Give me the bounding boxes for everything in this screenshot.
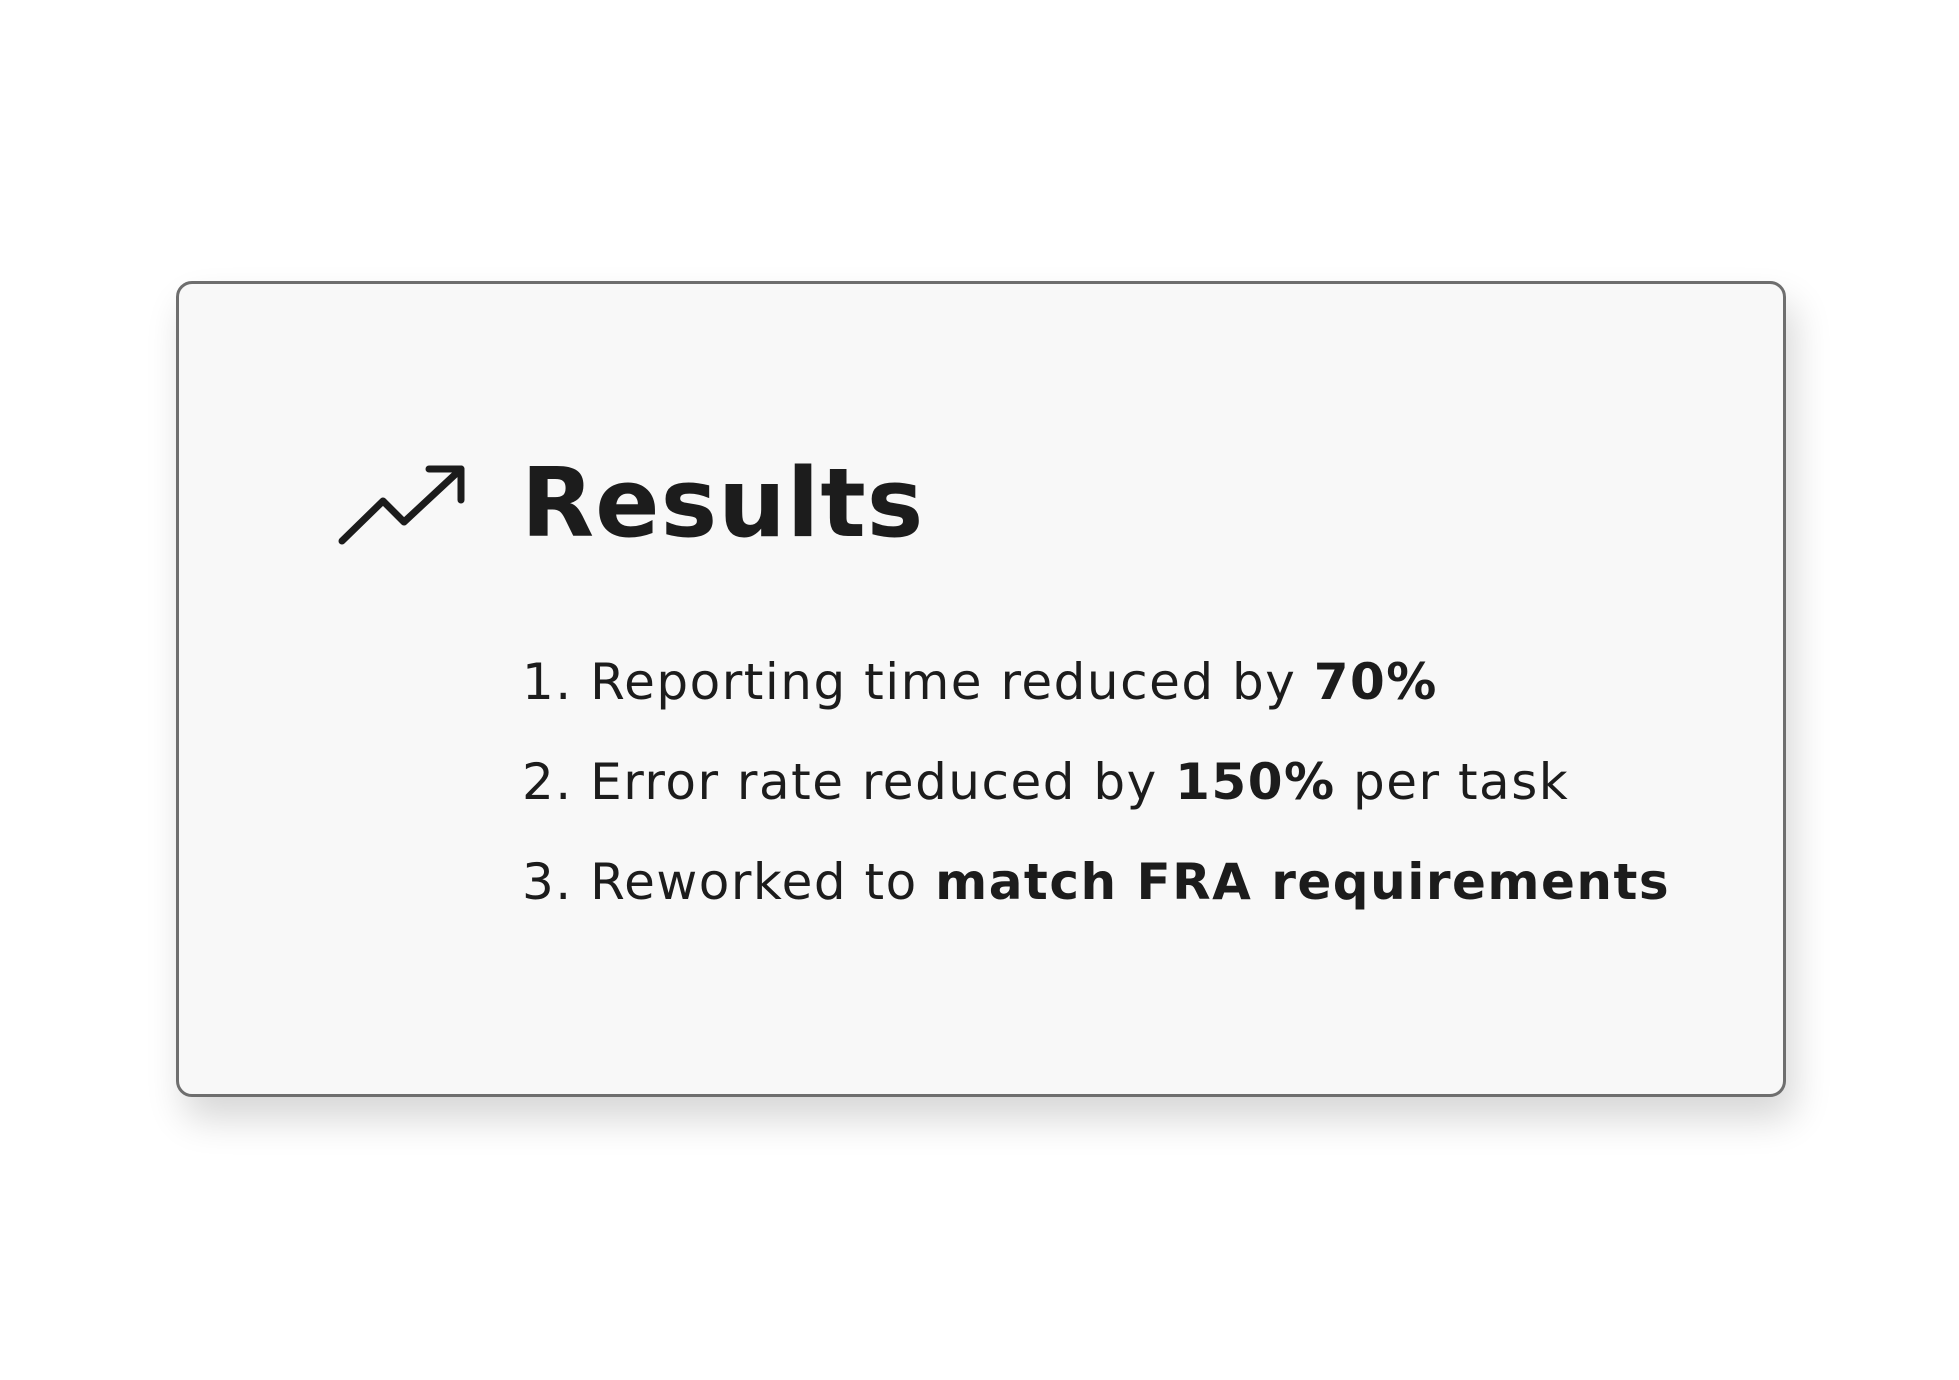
- list-item-number: 2.: [522, 753, 573, 811]
- results-card: [176, 281, 1786, 1097]
- list-item-number: 1.: [522, 653, 573, 711]
- list-item-text: Reporting time reduced by: [590, 653, 1297, 711]
- list-item-highlight: 70%: [1313, 653, 1438, 711]
- trending-up-icon: [338, 465, 465, 545]
- results-list: 1. Reporting time reduced by 70% 2. Erro…: [522, 632, 1670, 932]
- list-item: 3. Reworked to match FRA requirements: [522, 832, 1670, 932]
- list-item-suffix: per task: [1353, 753, 1570, 811]
- list-item: 1. Reporting time reduced by 70%: [522, 632, 1670, 732]
- list-item-number: 3.: [522, 853, 573, 911]
- list-item-text: Reworked to: [590, 853, 918, 911]
- list-item: 2. Error rate reduced by 150% per task: [522, 732, 1670, 832]
- list-item-text: Error rate reduced by: [590, 753, 1158, 811]
- list-item-highlight: match FRA requirements: [935, 853, 1671, 911]
- results-title: Results: [521, 449, 925, 559]
- list-item-highlight: 150%: [1175, 753, 1336, 811]
